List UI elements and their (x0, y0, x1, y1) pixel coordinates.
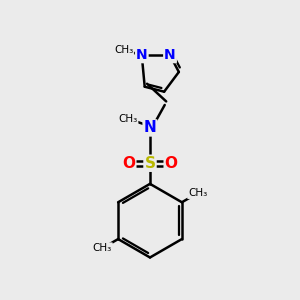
Text: CH₃: CH₃ (118, 114, 137, 124)
Text: N: N (164, 48, 176, 62)
Text: CH₃: CH₃ (93, 243, 112, 253)
Text: CH₃: CH₃ (188, 188, 207, 198)
Text: O: O (165, 156, 178, 171)
Text: CH₃: CH₃ (114, 45, 133, 55)
Text: S: S (145, 156, 155, 171)
Text: N: N (144, 120, 156, 135)
Text: N: N (136, 48, 148, 62)
Text: O: O (122, 156, 135, 171)
